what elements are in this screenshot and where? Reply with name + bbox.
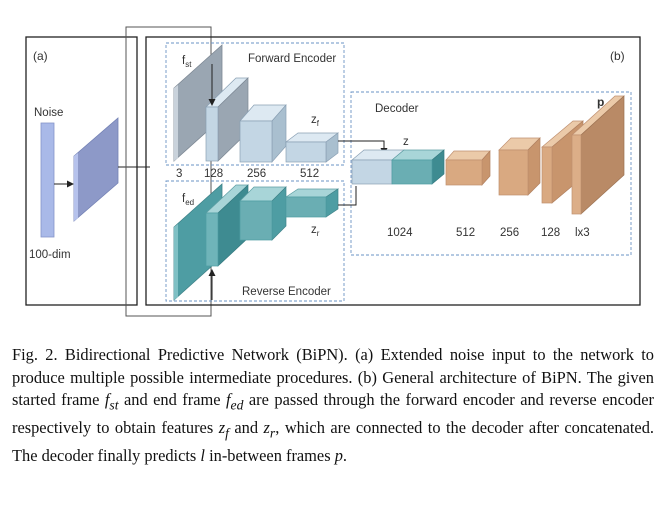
dim-label-128: 128 xyxy=(204,168,223,180)
fst-frame xyxy=(173,44,223,162)
concat-feature-z xyxy=(351,149,445,185)
fed-label: fed xyxy=(182,193,194,207)
panel-a-label: (a) xyxy=(33,49,48,63)
dim-label-1024: 1024 xyxy=(387,227,413,239)
zr-label: zr xyxy=(311,224,320,238)
reverse-feature-zr xyxy=(284,188,340,218)
noise-label: Noise xyxy=(34,107,63,119)
figure-caption: Fig. 2. Bidirectional Predictive Network… xyxy=(12,345,654,465)
noise-plane xyxy=(73,117,119,222)
decoder-deconv-256 xyxy=(498,137,541,196)
dim-label-lx3: lx3 xyxy=(575,227,590,239)
dim-label-dec-128: 128 xyxy=(541,227,560,239)
zr-connector xyxy=(338,186,357,206)
p-label: p xyxy=(597,95,604,109)
z-label: z xyxy=(403,136,409,148)
output-frames-p xyxy=(571,95,625,215)
forward-feature-zf xyxy=(284,132,340,163)
fst-label: fst xyxy=(182,55,192,69)
decoder-group xyxy=(350,91,632,256)
reverse-encoder-group xyxy=(165,180,345,302)
decoder-deconv-512 xyxy=(445,150,491,186)
decoder-title: Decoder xyxy=(375,103,419,115)
dim-label-256: 256 xyxy=(247,168,266,180)
zf-label: zf xyxy=(311,114,320,128)
panel-b-label: (b) xyxy=(610,49,625,63)
reverse-conv-256 xyxy=(239,186,287,241)
noise-dim-label: 100-dim xyxy=(29,249,71,261)
panel-b: (b) Forward Encoder Reverse Encoder Deco… xyxy=(145,36,641,306)
input-frames-highlight xyxy=(125,26,212,317)
forward-encoder-title: Forward Encoder xyxy=(248,53,336,65)
panel-a: (a) Noise 100-dim xyxy=(25,36,150,306)
noise-vector xyxy=(40,122,55,238)
forward-conv-128 xyxy=(205,77,249,162)
forward-conv-256 xyxy=(239,104,287,163)
dim-label-3: 3 xyxy=(176,168,182,180)
reverse-encoder-title: Reverse Encoder xyxy=(242,286,331,298)
dim-label-512: 512 xyxy=(300,168,319,180)
dim-label-dec-256: 256 xyxy=(500,227,519,239)
dim-label-dec-512: 512 xyxy=(456,227,475,239)
bipn-diagram: (a) Noise 100-dim (b) Forward Encoder Re… xyxy=(25,26,641,317)
